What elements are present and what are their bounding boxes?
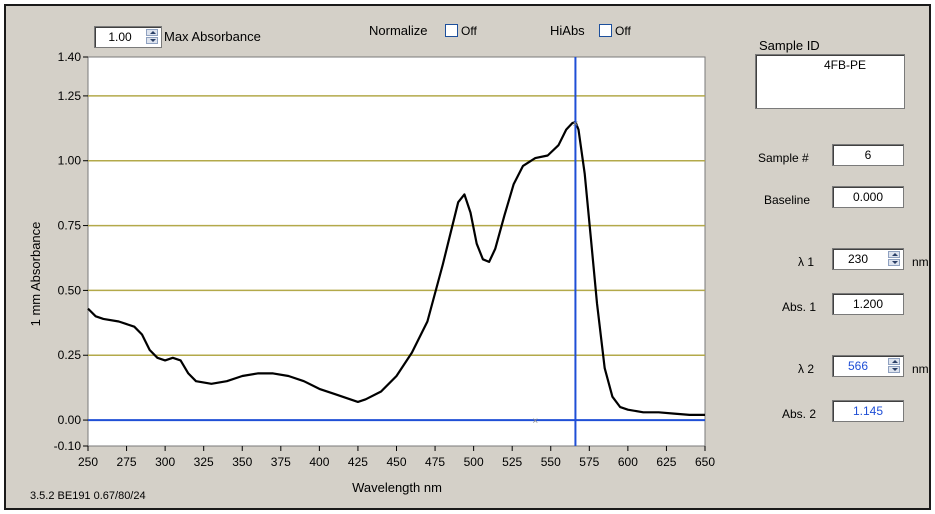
sample-number-field[interactable]: 6 [832, 144, 904, 166]
y-tick-label: 0.50 [58, 283, 82, 297]
lambda2-value[interactable]: 566 [847, 359, 869, 373]
x-tick-label: 325 [194, 455, 214, 469]
normalize-state: Off [461, 24, 477, 38]
spin-up-icon[interactable] [888, 358, 900, 365]
abs2-label: Abs. 2 [782, 407, 817, 421]
lambda2-label: λ 2 [798, 362, 815, 376]
abs2-field[interactable]: 1.145 [832, 400, 904, 422]
baseline-label: Baseline [764, 193, 811, 207]
y-tick-label: 1.00 [58, 154, 82, 168]
spin-down-icon[interactable] [888, 366, 900, 373]
lambda1-value[interactable]: 230 [847, 252, 869, 266]
sample-number-label: Sample # [758, 151, 809, 165]
lambda1-spinner[interactable]: 230 [832, 248, 904, 270]
version-text: 3.5.2 BE191 0.67/80/24 [30, 490, 146, 502]
max-absorbance-value[interactable]: 1.00 [108, 30, 132, 44]
spectrum-line [87, 120, 705, 416]
normalize-label: Normalize [369, 23, 428, 38]
baseline-field[interactable]: 0.000 [832, 186, 904, 208]
y-tick-label: 0.00 [58, 413, 82, 427]
lambda2-unit: nm [912, 362, 929, 376]
x-tick-label: 500 [464, 455, 484, 469]
y-tick-label: 0.75 [58, 219, 82, 233]
x-tick-label: 475 [425, 455, 445, 469]
x-tick-label: 350 [232, 455, 252, 469]
max-absorbance-spinner[interactable]: 1.00 [94, 26, 162, 48]
gridlines [88, 95, 705, 356]
x-axis-label: Wavelength nm [352, 480, 442, 495]
spin-down-icon[interactable] [888, 259, 900, 266]
y-tick-label: -0.10 [54, 439, 82, 453]
plot-area[interactable] [87, 56, 706, 447]
lambda2-spin-button[interactable] [887, 358, 901, 374]
abs1-field[interactable]: 1.200 [832, 293, 904, 315]
spin-up-icon[interactable] [146, 29, 158, 36]
y-tick-label: 1.40 [58, 50, 82, 64]
sample-id-value: 4FB-PE [823, 58, 866, 72]
x-tick-label: 650 [695, 455, 715, 469]
x-tick-label: 625 [656, 455, 676, 469]
abs1-label: Abs. 1 [782, 300, 817, 314]
cursor-layer: × [573, 57, 579, 446]
x-tick-label: 550 [541, 455, 561, 469]
x-axis: 250 275 300 325 350 375 400 425 450 475 500 525 550 5… [78, 446, 715, 469]
y-axis-label: 1 mm Absorbance [28, 222, 43, 327]
x-tick-label: 450 [386, 455, 406, 469]
baseline-layer: × [88, 416, 705, 427]
spin-down-icon[interactable] [146, 37, 158, 44]
max-absorbance-label: Max Absorbance [164, 29, 261, 44]
y-axis: 1.40 1.25 1.00 0.75 0.50 0.25 0.00 -0.10 [54, 50, 88, 453]
sample-id-label: Sample ID [759, 38, 820, 53]
x-tick-label: 400 [309, 455, 329, 469]
spin-up-icon[interactable] [888, 251, 900, 258]
spectrum-layer [87, 120, 705, 416]
hiabs-checkbox[interactable] [599, 24, 612, 37]
y-tick-label: 1.25 [58, 89, 82, 103]
lambda2-spinner[interactable]: 566 [832, 355, 904, 377]
x-tick-label: 425 [348, 455, 368, 469]
x-tick-label: 600 [618, 455, 638, 469]
hiabs-state: Off [615, 24, 631, 38]
hiabs-label: HiAbs [550, 23, 585, 38]
baseline-marker: × [532, 416, 538, 427]
x-tick-label: 250 [78, 455, 98, 469]
max-absorbance-spin-button[interactable] [145, 29, 159, 45]
x-tick-label: 575 [579, 455, 599, 469]
x-tick-label: 300 [155, 455, 175, 469]
lambda1-spin-button[interactable] [887, 251, 901, 267]
x-tick-label: 275 [117, 455, 137, 469]
lambda1-unit: nm [912, 255, 929, 269]
cursor-marker: × [573, 119, 579, 130]
x-tick-label: 525 [502, 455, 522, 469]
normalize-checkbox[interactable] [445, 24, 458, 37]
sample-id-field[interactable]: 4FB-PE [755, 54, 905, 109]
y-tick-label: 0.25 [58, 348, 82, 362]
x-tick-label: 375 [271, 455, 291, 469]
lambda1-label: λ 1 [798, 255, 815, 269]
